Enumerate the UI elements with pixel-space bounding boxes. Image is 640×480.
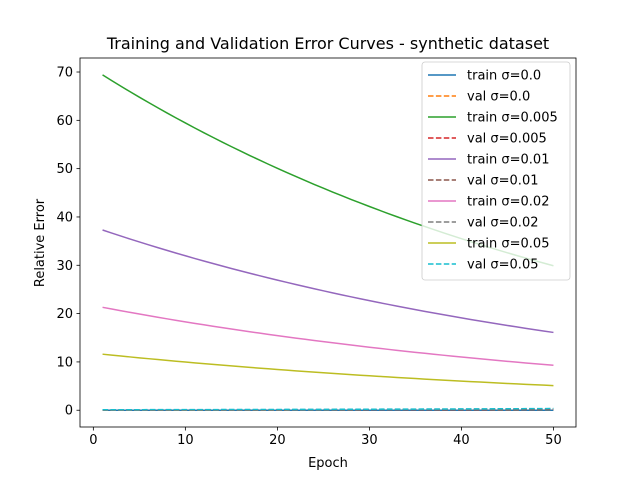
y-tick-label: 0 xyxy=(65,404,73,419)
legend-box xyxy=(421,61,571,281)
series-line-6 xyxy=(102,306,554,367)
x-tick-label: 50 xyxy=(545,433,562,448)
y-tick-label: 10 xyxy=(56,355,73,370)
x-axis: 0 10 20 30 40 50 xyxy=(89,427,562,448)
axes-frame xyxy=(79,57,577,428)
y-tick-label: 50 xyxy=(56,162,73,177)
x-tick-label: 0 xyxy=(89,433,97,448)
legend: train σ=0.0 val σ=0.0 train σ=0.005 val σ=0… xyxy=(421,61,571,281)
legend-entry-7: val σ=0.02 xyxy=(467,216,538,231)
x-axis-label: Epoch xyxy=(308,456,348,471)
x-tick-label: 30 xyxy=(361,433,378,448)
series-line-4 xyxy=(102,229,554,334)
y-tick-label: 70 xyxy=(56,66,73,81)
y-tick-label: 40 xyxy=(56,210,73,225)
legend-entry-5: val σ=0.01 xyxy=(467,174,538,189)
series-line-8 xyxy=(102,353,554,387)
y-axis: 0 10 20 30 40 50 60 70 xyxy=(56,66,80,419)
legend-entry-6: train σ=0.02 xyxy=(467,195,549,210)
y-axis-label: Relative Error xyxy=(33,198,48,287)
y-tick-label: 30 xyxy=(56,259,73,274)
legend-entry-9: val σ=0.05 xyxy=(467,258,538,273)
legend-entry-0: train σ=0.0 xyxy=(467,69,541,84)
legend-entry-3: val σ=0.005 xyxy=(467,132,547,147)
legend-entry-8: train σ=0.05 xyxy=(467,237,549,252)
series-line-9 xyxy=(102,407,554,411)
y-tick-label: 20 xyxy=(56,307,73,322)
y-tick-label: 60 xyxy=(56,114,73,129)
plot-area xyxy=(79,57,577,428)
legend-entry-2: train σ=0.005 xyxy=(467,111,558,126)
x-tick-label: 20 xyxy=(269,433,286,448)
legend-entry-1: val σ=0.0 xyxy=(467,90,530,105)
x-tick-label: 40 xyxy=(453,433,470,448)
legend-entry-4: train σ=0.01 xyxy=(467,153,549,168)
x-tick-label: 10 xyxy=(177,433,194,448)
chart-title: Training and Validation Error Curves - s… xyxy=(106,34,549,53)
